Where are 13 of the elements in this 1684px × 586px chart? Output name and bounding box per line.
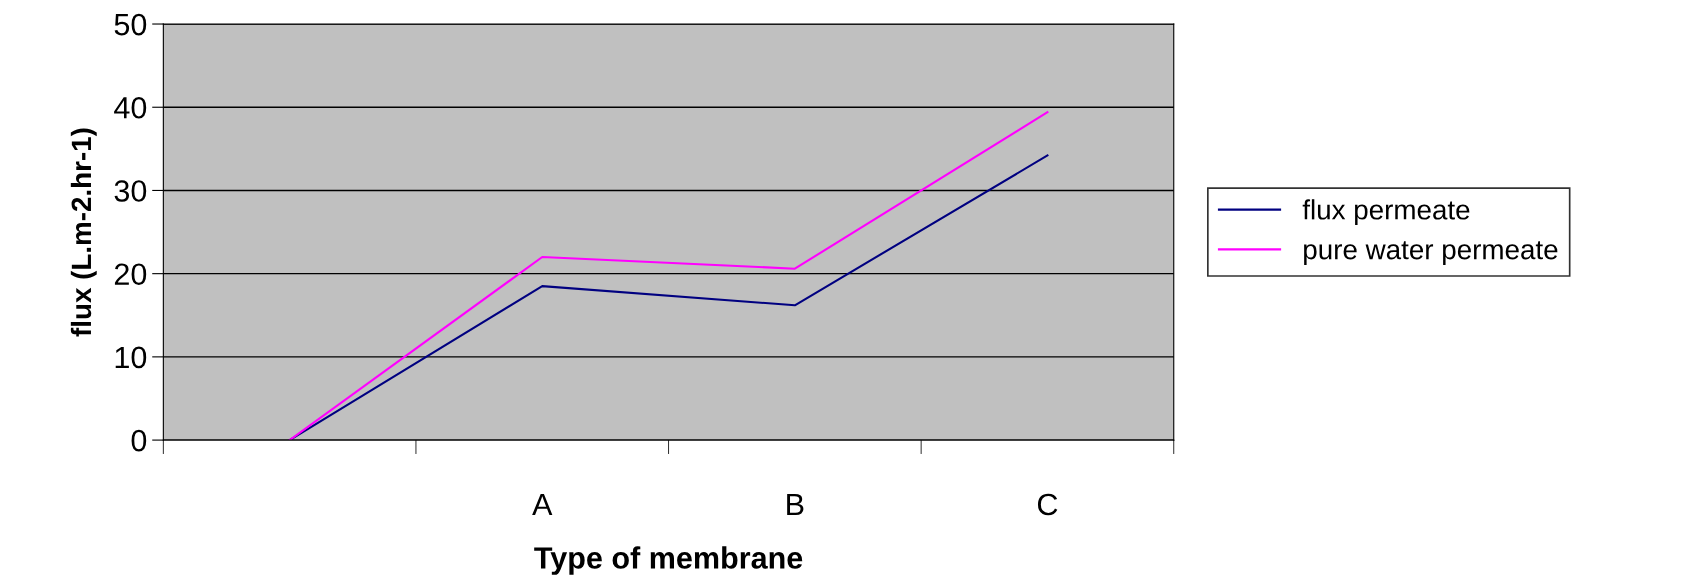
legend-label: pure water permeate <box>1304 241 1558 265</box>
y-tick-label: 50 <box>114 13 147 36</box>
y-tick-label: 20 <box>114 263 147 286</box>
x-tick-label: A <box>532 493 553 516</box>
legend-label: flux permeate <box>1302 199 1470 226</box>
y-axis-title: flux (L.m-2.hr-1) <box>70 128 97 337</box>
x-tick-label: C <box>1037 493 1058 516</box>
x-tick-label: B <box>787 493 804 516</box>
y-tick-label: 40 <box>114 96 147 119</box>
x-axis-title: Type of membrane <box>534 546 803 575</box>
y-tick-label: 0 <box>131 429 147 452</box>
y-tick-label: 10 <box>115 346 147 369</box>
y-tick-label: 30 <box>114 180 147 202</box>
